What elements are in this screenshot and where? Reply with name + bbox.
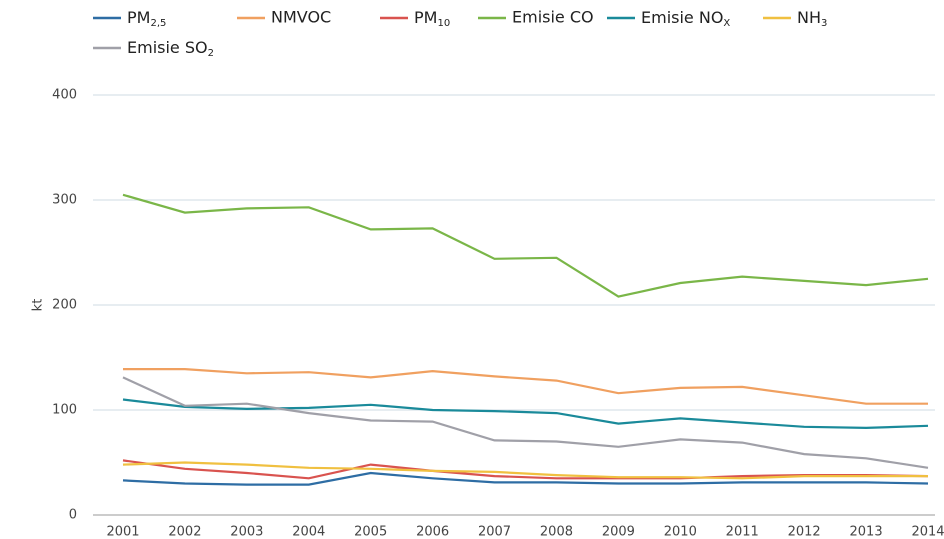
y-tick-label: 100: [52, 403, 77, 418]
x-tick-label: 2013: [850, 525, 883, 539]
legend-label: Emisie NOX: [641, 8, 730, 30]
series-line: [122, 193, 929, 298]
y-axis-label: kt: [31, 299, 46, 312]
legend-label: Emisie SO2: [127, 38, 214, 60]
series-line: [123, 368, 928, 405]
y-tick-label: 200: [52, 298, 77, 313]
series-line: [122, 398, 929, 430]
x-tick-label: 2014: [911, 525, 944, 539]
legend-label: Emisie CO: [512, 8, 594, 27]
x-tick-label: 2010: [664, 525, 697, 539]
legend-label: PM2,5: [127, 8, 166, 30]
x-tick-label: 2011: [726, 525, 759, 539]
legend-label: NMVOC: [271, 8, 331, 27]
x-tick-label: 2005: [354, 525, 387, 539]
x-tick-label: 2004: [292, 525, 325, 539]
x-tick-label: 2007: [478, 525, 511, 539]
y-tick-label: 0: [69, 508, 77, 523]
series-line: [122, 471, 929, 486]
x-tick-label: 2003: [230, 525, 263, 539]
y-tick-label: 400: [52, 88, 77, 103]
x-tick-label: 2008: [540, 525, 573, 539]
legend-label: PM10: [414, 8, 450, 30]
series-line: [122, 376, 929, 469]
series-line: [122, 461, 928, 480]
y-tick-label: 300: [52, 193, 77, 208]
x-tick-label: 2002: [168, 525, 201, 539]
x-tick-label: 2012: [788, 525, 821, 539]
x-tick-label: 2006: [416, 525, 449, 539]
series-line: [122, 459, 929, 480]
x-tick-label: 2001: [106, 525, 139, 539]
x-tick-label: 2009: [602, 525, 635, 539]
legend-label: NH3: [797, 8, 827, 30]
